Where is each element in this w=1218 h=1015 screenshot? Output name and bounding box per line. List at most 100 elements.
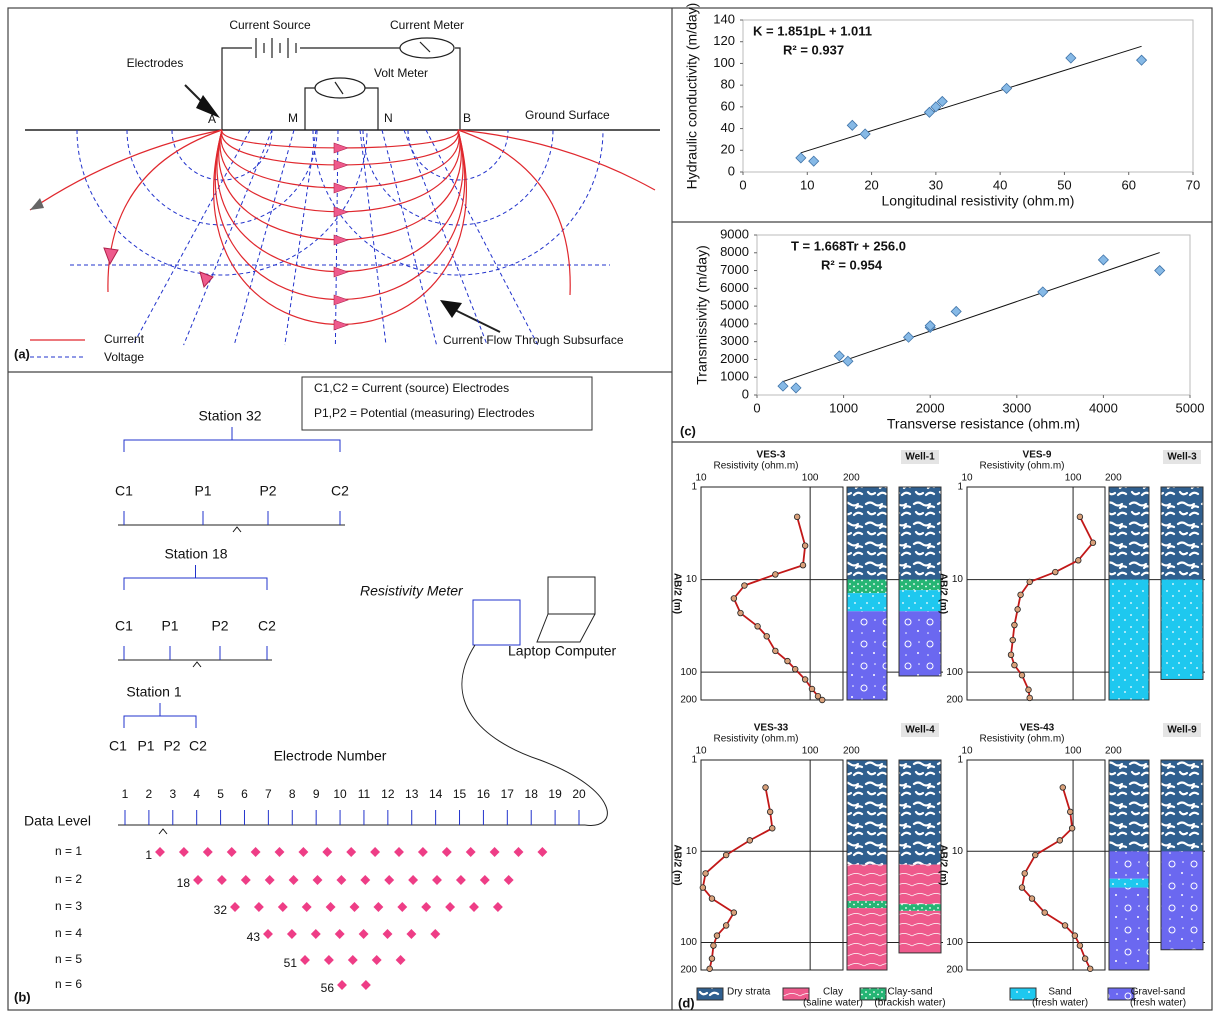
legend-note: (brackish water) [874,998,945,1009]
datum-point [346,847,356,857]
label: Current Meter [390,18,464,32]
plot-area [701,487,843,700]
point-number: 51 [284,956,298,970]
label: Electrode Number [274,748,387,764]
observed-point [1090,540,1096,546]
datum-point [384,875,394,885]
x-tick-label: 30 [929,177,943,192]
level-label: n = 2 [55,872,82,886]
x-tick-label: 50 [1057,177,1071,192]
level-label: n = 5 [55,952,82,966]
y-tick-label: 1 [691,755,697,766]
y-axis-label: AB/2 (m) [671,573,682,614]
well-title: Well-3 [1167,452,1197,463]
bracket [124,565,267,590]
caret [159,829,167,834]
point-number: 32 [214,903,228,917]
bracket [124,703,196,728]
station-label: Station 18 [164,546,227,562]
point-number: 1 [145,848,152,862]
observed-point [755,624,761,630]
r-squared: R² = 0.937 [783,42,844,57]
y-tick-label: 100 [680,937,697,948]
lithology-layer [899,611,941,676]
datum-point [348,955,358,965]
x-tick-label: 0 [739,177,746,192]
x-tick-label: 10 [961,473,973,484]
legend-swatch [697,988,723,1000]
datum-point [350,902,360,912]
observed-point [703,871,709,877]
observed-point [1026,687,1032,693]
arrowhead [440,300,462,318]
lithology-layer [1161,760,1203,851]
x-tick-label: 100 [802,473,819,484]
datum-point [298,847,308,857]
y-tick-label: 100 [713,55,735,70]
datum-point [263,929,273,939]
datum-point [300,955,310,965]
y-tick-label: 9000 [720,226,749,241]
observed-point [742,583,748,589]
electrode-number: 20 [572,787,586,801]
x-tick-label: 100 [802,746,819,757]
y-tick-label: 2000 [720,351,749,366]
observed-point [794,514,800,520]
y-tick-label: 100 [946,667,963,678]
label: A [208,112,216,126]
observed-point [1087,966,1093,972]
panel-label: (c) [680,423,696,438]
ves-title: VES-9 [1023,450,1052,461]
lithology-layer [1109,487,1149,580]
panel-b: C1,C2 = Current (source) Electrodes P1,P… [14,377,617,1004]
arrowhead [200,272,213,287]
data-point [791,383,801,393]
electrode-number: 15 [453,787,467,801]
label: B [463,111,471,125]
station-label: Station 32 [198,408,261,424]
data-point [847,120,857,130]
equipotential [426,130,538,345]
y-tick-label: 200 [680,695,697,706]
arrowhead [334,235,348,245]
observed-point [1010,637,1016,643]
lithology-layer [847,611,887,700]
lithology-layer [1109,888,1149,970]
observed-point [767,809,773,815]
level-label: n = 4 [55,926,82,940]
y-axis-label: Transmissivity (m/day) [694,245,710,385]
arrowhead [334,267,348,277]
plot-area [967,760,1105,970]
x-tick-label: 60 [1121,177,1135,192]
plot-area [967,487,1105,700]
level-label: n = 1 [55,844,82,858]
x-tick-label: 1000 [829,400,858,415]
datum-point [254,902,264,912]
panel-a: Current Source Current Meter Volt Meter … [14,18,660,364]
panel-label: (a) [14,346,30,361]
datum-point [359,929,369,939]
arrowhead [334,183,348,193]
data-point [904,332,914,342]
x-tick-label: 20 [864,177,878,192]
equipotential [133,130,250,345]
y-tick-label: 1 [957,755,963,766]
current-lines [30,130,655,345]
electrode-number: 18 [525,787,539,801]
electrode-label: P2 [259,483,276,499]
data-point [796,153,806,163]
datum-point [227,847,237,857]
datum-point [372,955,382,965]
point-number: 43 [247,930,261,944]
datum-point [445,902,455,912]
lithology-layer [1161,580,1203,680]
datum-point [456,875,466,885]
observed-point [1060,785,1066,791]
lithology-layer [899,904,941,911]
well-title: Well-9 [1167,725,1197,736]
data-point [951,306,961,316]
arrowhead [104,248,118,264]
datum-point [373,902,383,912]
observed-point [1012,622,1018,628]
observed-point [802,543,808,549]
